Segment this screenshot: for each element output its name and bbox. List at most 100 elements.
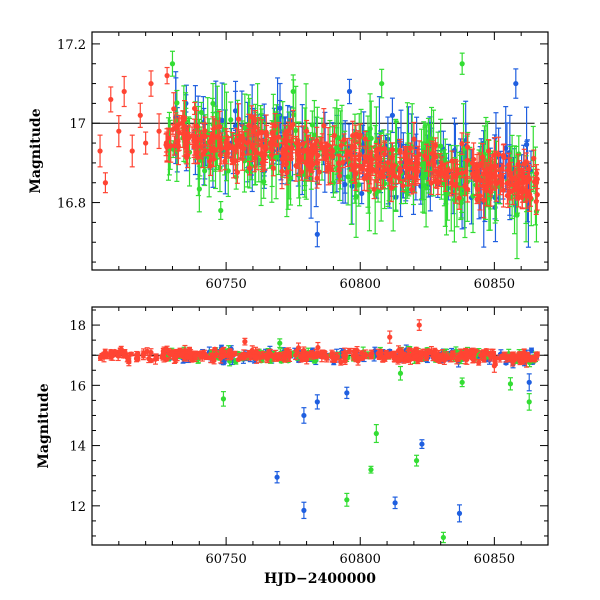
data-point: [387, 330, 393, 344]
data-point: [286, 348, 292, 357]
data-point: [464, 133, 471, 161]
data-point: [239, 124, 245, 149]
data-point: [341, 350, 347, 360]
data-point: [482, 159, 488, 182]
data-point: [533, 168, 540, 179]
data-point: [143, 131, 149, 155]
data-point: [290, 109, 296, 140]
data-point: [263, 124, 270, 146]
data-point: [375, 348, 381, 359]
data-point: [97, 355, 104, 361]
data-point: [336, 169, 343, 182]
data-point: [368, 465, 374, 474]
data-point: [169, 50, 176, 77]
data-point: [164, 345, 170, 355]
data-point: [509, 356, 516, 367]
data-point: [361, 165, 367, 192]
data-point: [367, 150, 373, 179]
panel-top-ticks: 60750 60800 60850 16.8 17 17.2: [57, 32, 549, 292]
panel-bottom: 60750 60800 60850 12 14 16 18 Magnitude HJD−24…: [36, 306, 549, 587]
data-point: [303, 119, 310, 143]
data-point: [311, 99, 317, 171]
data-point: [215, 120, 221, 153]
data-point: [388, 173, 394, 203]
data-point: [209, 349, 216, 361]
data-point: [210, 127, 216, 151]
data-point: [359, 182, 365, 205]
data-point: [298, 162, 305, 181]
data-point: [430, 142, 436, 179]
data-point: [526, 393, 532, 411]
data-point: [194, 141, 200, 165]
data-point: [423, 352, 429, 358]
data-point: [355, 355, 362, 361]
data-point: [419, 439, 425, 449]
bottom-xlabel: HJD−2400000: [264, 571, 376, 587]
data-point: [526, 373, 532, 392]
data-point: [160, 353, 166, 361]
data-point: [217, 136, 224, 155]
data-point: [218, 132, 224, 165]
data-point: [382, 142, 388, 155]
data-point: [423, 143, 430, 172]
data-point: [397, 162, 403, 182]
data-point: [192, 353, 198, 360]
data-point: [473, 163, 479, 197]
data-point: [526, 161, 532, 177]
data-point: [263, 352, 269, 358]
data-point: [464, 351, 470, 359]
data-point: [453, 346, 459, 356]
data-point: [246, 128, 252, 155]
data-point: [301, 407, 307, 424]
data-point: [198, 101, 204, 124]
data-point: [220, 391, 227, 407]
data-point: [338, 140, 344, 151]
data-point: [308, 140, 314, 172]
data-point: [500, 172, 507, 208]
data-point: [115, 351, 121, 362]
data-point: [459, 132, 465, 156]
data-point: [361, 352, 368, 359]
data-point: [353, 348, 359, 356]
data-point: [481, 181, 487, 219]
x-tick-label: 60800: [340, 552, 381, 567]
data-point: [373, 424, 379, 444]
panel-bottom-frame: [91, 306, 549, 546]
data-point: [389, 149, 395, 185]
data-point: [379, 68, 385, 99]
data-point: [528, 347, 535, 354]
y-tick-label: 16.8: [57, 197, 86, 212]
data-point: [202, 122, 208, 151]
data-point: [371, 179, 377, 200]
data-point: [385, 150, 391, 175]
data-point: [406, 165, 413, 187]
data-point: [164, 131, 170, 163]
data-point: [418, 350, 424, 356]
data-point: [456, 186, 462, 210]
data-point: [351, 148, 358, 184]
data-point: [507, 377, 514, 391]
data-point: [294, 348, 300, 355]
data-point: [491, 358, 497, 373]
panel-top-frame: [91, 31, 549, 271]
data-point: [312, 139, 318, 152]
data-point: [283, 129, 289, 154]
data-point: [246, 349, 252, 359]
data-point: [507, 157, 513, 193]
data-point: [400, 179, 406, 193]
data-point: [513, 68, 519, 99]
data-point: [252, 132, 258, 168]
data-point: [477, 181, 483, 211]
data-point: [444, 167, 451, 186]
data-point: [148, 70, 154, 97]
data-point: [413, 160, 420, 176]
data-point: [313, 348, 319, 360]
data-point: [129, 134, 135, 168]
data-point: [246, 160, 253, 176]
data-point: [294, 138, 300, 168]
data-point: [314, 221, 320, 248]
data-point: [344, 386, 350, 400]
data-point: [168, 350, 175, 358]
data-point: [518, 171, 524, 194]
data-point: [336, 155, 342, 173]
